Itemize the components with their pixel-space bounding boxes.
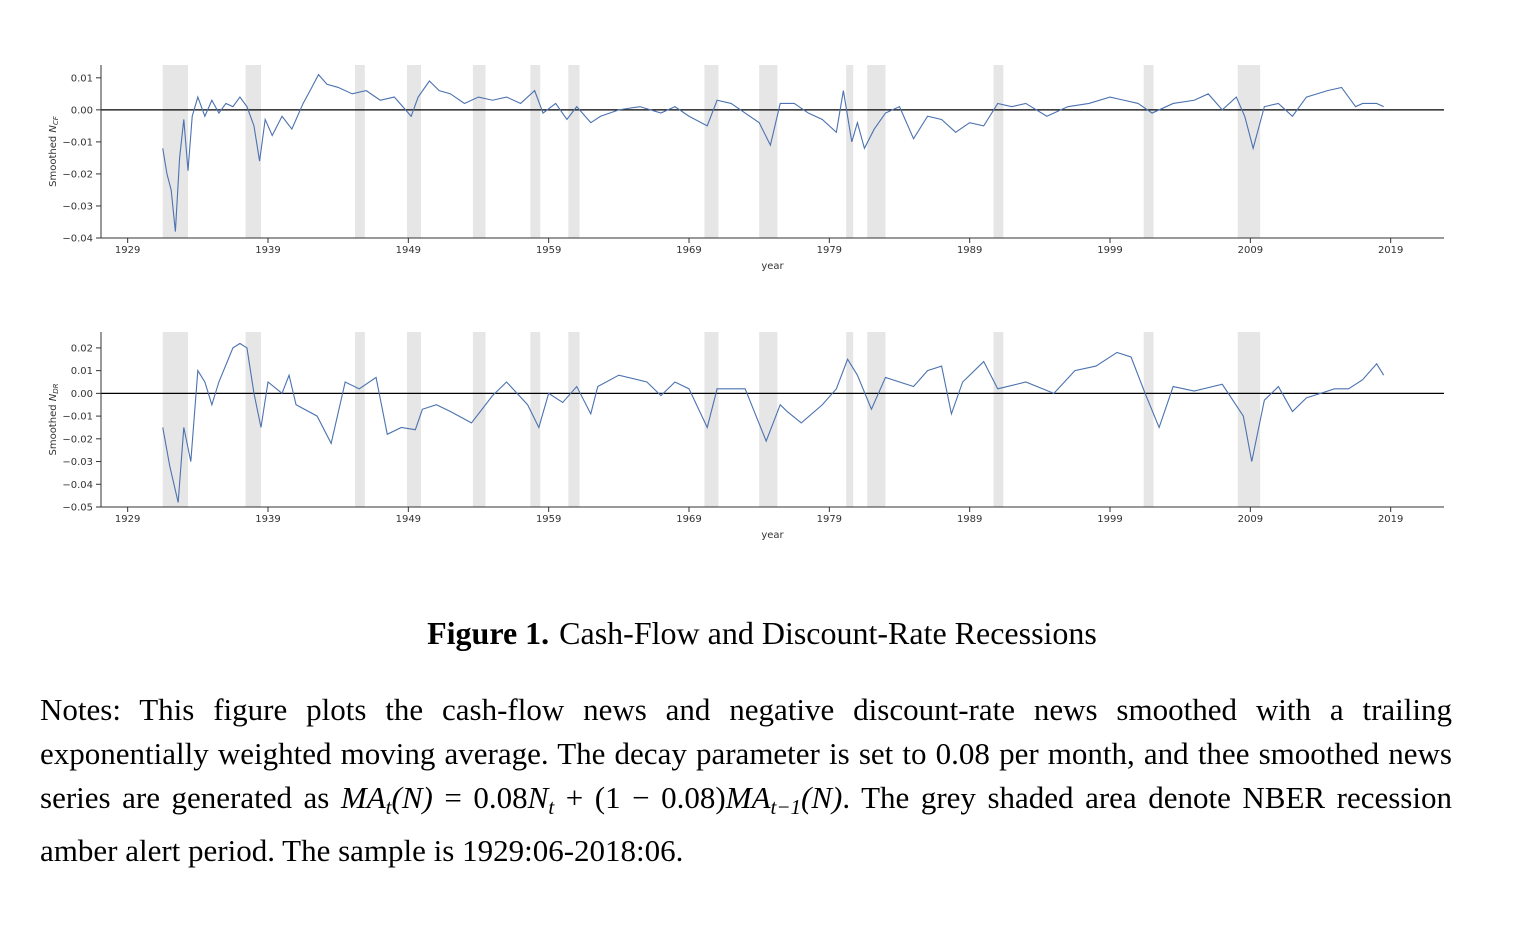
x-tick-label: 2009 <box>1238 514 1263 525</box>
y-tick-label: −0.03 <box>62 457 93 468</box>
notes-math: (N) <box>801 780 843 815</box>
x-tick-label: 1999 <box>1097 245 1122 256</box>
y-tick-label: −0.02 <box>62 169 93 180</box>
x-tick-label: 1989 <box>957 245 982 256</box>
y-tick-label: −0.04 <box>62 480 93 491</box>
recession-shade <box>1237 332 1261 507</box>
y-label-symbol: N <box>48 393 59 401</box>
x-axis-label: year <box>761 261 784 272</box>
data-line <box>162 342 1385 503</box>
x-tick-label: 2019 <box>1378 245 1403 256</box>
caption: Figure 1. Cash-Flow and Discount-Rate Rec… <box>0 615 1524 652</box>
recession-shade <box>993 332 1004 507</box>
notes-math: MA <box>725 780 771 815</box>
recession-shade <box>406 65 421 238</box>
notes-math: (N) <box>391 780 433 815</box>
y-tick-label: −0.01 <box>62 137 93 148</box>
notes-sub: t <box>548 795 555 819</box>
y-label-text: Smoothed <box>48 404 59 455</box>
recession-shade <box>1143 65 1154 238</box>
y-label-text: Smoothed <box>48 136 59 187</box>
caption-title: Cash-Flow and Discount-Rate Recessions <box>559 615 1097 651</box>
notes-sub: t <box>385 795 392 819</box>
notes: Notes: This figure plots the cash-flow n… <box>40 688 1452 873</box>
notes-roman: . The grey shaded area denote NBER reces… <box>40 780 1452 868</box>
x-tick-label: 1959 <box>536 245 561 256</box>
x-tick-label: 1969 <box>676 245 701 256</box>
x-tick-label: 1959 <box>536 514 561 525</box>
recession-shade <box>704 332 719 507</box>
y-tick-label: 0.00 <box>71 105 93 116</box>
x-tick-label: 1969 <box>676 514 701 525</box>
x-tick-label: 1979 <box>817 245 842 256</box>
x-tick-label: 1999 <box>1097 514 1122 525</box>
recession-shade <box>867 332 886 507</box>
notes-math: N <box>527 780 549 815</box>
y-axis-label: Smoothed NCF <box>48 115 60 187</box>
y-tick-label: −0.03 <box>62 201 93 212</box>
x-tick-label: 1979 <box>817 514 842 525</box>
y-tick-label: −0.02 <box>62 434 93 445</box>
y-tick-label: 0.01 <box>71 73 93 84</box>
x-tick-label: 1939 <box>255 245 280 256</box>
y-axis-label: Smoothed NDR <box>48 383 60 455</box>
x-tick-label: 1949 <box>396 514 421 525</box>
y-label-symbol: N <box>48 125 59 133</box>
y-label-subscript: CF <box>52 115 60 125</box>
x-tick-label: 1949 <box>396 245 421 256</box>
y-tick-label: 0.00 <box>71 389 93 400</box>
y-tick-label: −0.05 <box>62 503 93 514</box>
notes-math: MA <box>340 780 386 815</box>
recession-shade <box>867 65 886 238</box>
recession-shade <box>568 332 580 507</box>
y-label-subscript: DR <box>52 383 60 393</box>
recession-shade <box>355 332 365 507</box>
recession-shade <box>759 65 778 238</box>
recession-shade <box>530 65 541 238</box>
recession-shade <box>245 65 261 238</box>
x-tick-label: 2009 <box>1238 245 1263 256</box>
x-tick-label: 1929 <box>115 514 140 525</box>
recession-shade <box>759 332 778 507</box>
recession-shade <box>846 332 854 507</box>
recession-shade <box>472 332 486 507</box>
recession-shade <box>472 65 486 238</box>
recession-shade <box>1237 65 1261 238</box>
notes-roman: Notes: This figure plots the cash-flow n… <box>40 692 1452 815</box>
recession-shade <box>704 65 719 238</box>
x-tick-label: 1939 <box>255 514 280 525</box>
y-tick-label: 0.02 <box>71 343 93 354</box>
recession-shade <box>245 332 261 507</box>
y-tick-label: −0.01 <box>62 412 93 423</box>
x-axis-label: year <box>761 530 784 541</box>
caption-label: Figure 1. <box>427 615 550 651</box>
recession-shade <box>406 332 421 507</box>
recession-shade <box>162 65 189 238</box>
notes-roman: + (1 − 0.08) <box>554 780 726 815</box>
recession-shade <box>162 332 189 507</box>
recession-shade <box>993 65 1004 238</box>
figure: −0.04 −0.03 −0.02 −0.01 0.00 0.01 1929 1939 1949… <box>48 65 1444 541</box>
notes-roman: = 0.08 <box>432 780 528 815</box>
notes-sub: t−1 <box>770 795 802 819</box>
data-line <box>162 73 1384 232</box>
recession-shade <box>568 65 580 238</box>
y-tick-label: −0.04 <box>62 234 93 245</box>
y-tick-label: 0.01 <box>71 366 93 377</box>
recession-shade <box>846 65 854 238</box>
recession-shade <box>1143 332 1154 507</box>
x-tick-label: 2019 <box>1378 514 1403 525</box>
x-tick-label: 1929 <box>115 245 140 256</box>
recession-shade <box>355 65 365 238</box>
x-tick-label: 1989 <box>957 514 982 525</box>
